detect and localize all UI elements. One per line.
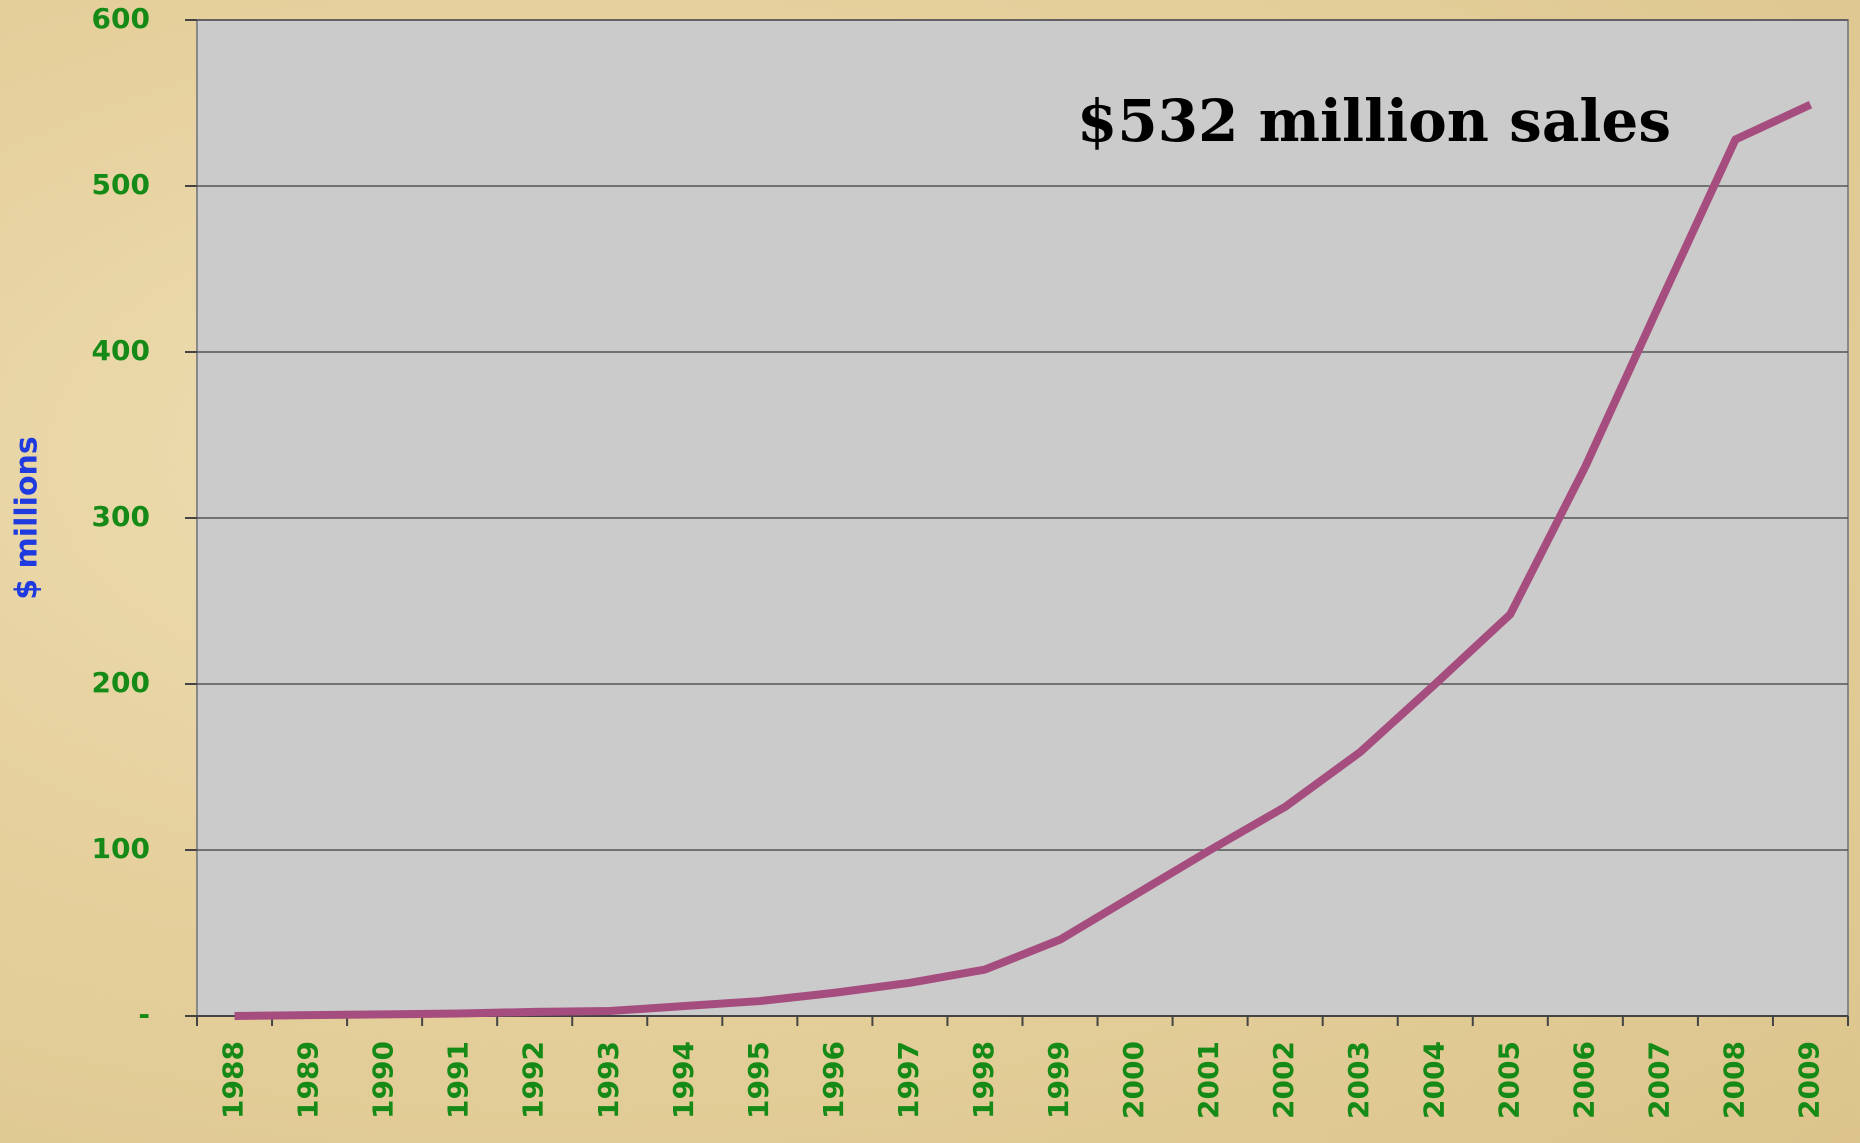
x-tick-label: 1992 [517, 1041, 550, 1119]
y-tick-label: 200 [92, 666, 150, 699]
y-tick-label: 300 [92, 500, 150, 533]
x-tick-label: 1998 [967, 1041, 1000, 1119]
x-tick-label: 2005 [1492, 1041, 1525, 1119]
y-tick-label: 500 [92, 168, 150, 201]
x-tick-label: 1999 [1042, 1041, 1075, 1119]
x-tick-label: 1996 [817, 1041, 850, 1119]
x-tick-label: 2007 [1642, 1041, 1675, 1119]
x-tick-label: 1989 [292, 1041, 325, 1119]
x-tick-label: 1991 [442, 1041, 475, 1119]
x-tick-label: 2002 [1267, 1041, 1300, 1119]
x-tick-label: 2003 [1342, 1041, 1375, 1119]
x-tick-label: 1995 [742, 1041, 775, 1119]
x-tick-label: 2008 [1717, 1041, 1750, 1119]
x-tick-label: 2004 [1417, 1041, 1450, 1119]
x-tick-label: 1990 [367, 1041, 400, 1119]
x-tick-label: 1988 [217, 1041, 250, 1119]
x-tick-label: 2006 [1567, 1041, 1600, 1119]
y-tick-label: 400 [92, 334, 150, 367]
y-tick-label: 600 [92, 2, 150, 35]
data-line [234, 101, 1813, 1020]
y-tick-label: 100 [92, 832, 150, 865]
x-tick-label: 1993 [592, 1041, 625, 1119]
annotation: $532 million sales [1077, 87, 1671, 155]
x-tick-label: 1994 [667, 1041, 700, 1119]
x-tick-label: 2001 [1192, 1041, 1225, 1119]
y-tick-label: - [138, 998, 150, 1031]
x-tick-label: 2000 [1117, 1041, 1150, 1119]
x-tick-label: 2009 [1792, 1041, 1825, 1119]
x-tick-label: 1997 [892, 1041, 925, 1119]
y-axis-label: $ millions [10, 436, 45, 600]
